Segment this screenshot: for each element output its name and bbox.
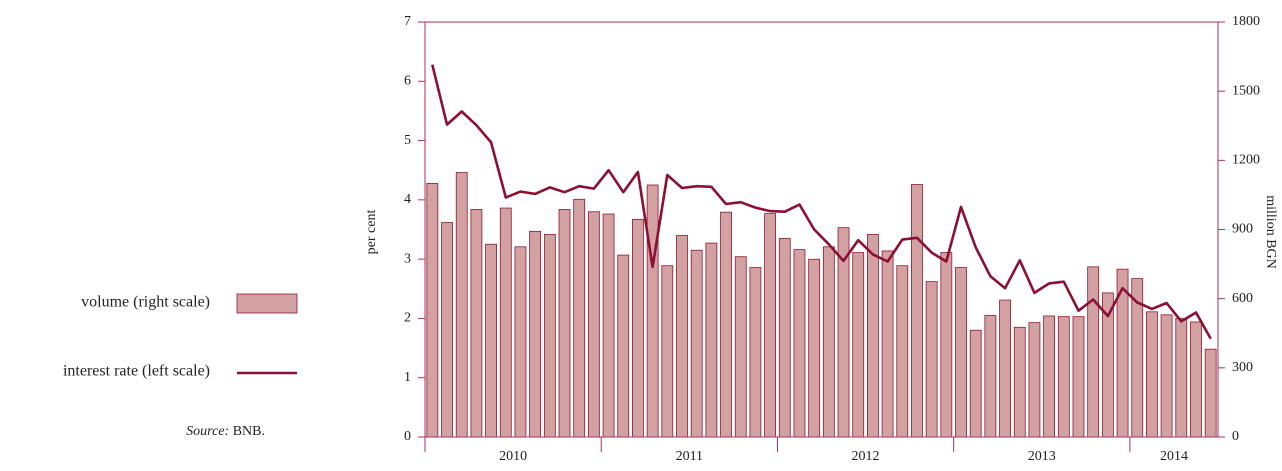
bar xyxy=(969,329,982,438)
bar xyxy=(558,209,571,438)
source-note: Source: BNB. xyxy=(186,424,265,439)
bar xyxy=(984,315,997,438)
legend-swatch xyxy=(236,293,298,314)
line xyxy=(431,64,1212,340)
legend-label: interest rate (left scale) xyxy=(63,363,210,380)
y2-tick-label: 1200 xyxy=(1232,153,1260,168)
bar xyxy=(1160,314,1173,438)
y-tick-label: 0 xyxy=(404,429,411,444)
bar xyxy=(808,258,821,438)
bar xyxy=(1190,321,1202,438)
y2-tick-label: 1800 xyxy=(1232,14,1260,29)
y-tick-label: 5 xyxy=(404,133,411,148)
bar xyxy=(661,265,674,438)
x-group-label: 2013 xyxy=(1028,449,1056,464)
bar xyxy=(940,252,953,438)
y2-tick-label: 0 xyxy=(1232,429,1239,444)
bar xyxy=(778,238,791,438)
bar xyxy=(573,198,586,438)
bar xyxy=(529,230,542,438)
source-text: BNB. xyxy=(233,424,265,439)
bar xyxy=(426,182,439,438)
bar xyxy=(1043,315,1056,438)
bar xyxy=(1057,316,1070,438)
y-tick-label: 7 xyxy=(404,14,411,29)
y-tick-label: 3 xyxy=(404,251,411,266)
y-tick-label: 4 xyxy=(404,192,411,207)
bar xyxy=(617,254,630,438)
bar xyxy=(632,218,644,438)
bar xyxy=(793,249,806,438)
bar xyxy=(1087,266,1100,438)
bar xyxy=(705,242,718,438)
bar xyxy=(514,246,527,438)
bar xyxy=(499,207,512,438)
bar xyxy=(999,299,1011,438)
bar xyxy=(764,213,777,438)
y-tick-label: 1 xyxy=(404,370,411,385)
y-tick-label: 6 xyxy=(404,74,411,89)
y-axis-label: per cent xyxy=(364,210,379,255)
bar xyxy=(485,243,497,438)
y2-tick-label: 600 xyxy=(1232,291,1253,306)
bar xyxy=(911,184,923,438)
bar xyxy=(720,211,732,438)
bar xyxy=(455,172,468,438)
y2-tick-label: 300 xyxy=(1232,360,1253,375)
y-tick-label: 2 xyxy=(404,311,411,326)
bar xyxy=(1072,316,1085,438)
legend-label: volume (right scale) xyxy=(81,294,210,311)
bar xyxy=(441,222,453,438)
bar xyxy=(896,265,909,438)
bar xyxy=(925,281,938,438)
bar xyxy=(646,184,659,438)
y2-axis-label: million BGN xyxy=(1263,195,1278,269)
x-group-label: 2011 xyxy=(676,449,703,464)
bar xyxy=(587,211,600,438)
bar xyxy=(1146,311,1158,438)
y2-tick-label: 1500 xyxy=(1232,83,1260,98)
x-group-label: 2010 xyxy=(499,449,527,464)
bar xyxy=(749,267,762,438)
bar xyxy=(1204,348,1217,438)
bar xyxy=(602,213,615,438)
bar xyxy=(881,250,894,438)
bar xyxy=(955,267,967,438)
bar xyxy=(1013,326,1026,438)
bar xyxy=(690,249,703,438)
bar xyxy=(470,209,483,438)
bar xyxy=(852,252,865,438)
bar xyxy=(734,256,747,438)
bar xyxy=(1175,318,1188,438)
bar xyxy=(543,233,556,438)
source-label: Source: xyxy=(186,424,229,439)
bar xyxy=(676,235,688,438)
x-group-label: 2012 xyxy=(852,449,880,464)
y2-tick-label: 900 xyxy=(1232,222,1253,237)
bar xyxy=(822,246,835,438)
bar xyxy=(1028,322,1041,438)
bar xyxy=(866,233,879,438)
x-group-label: 2014 xyxy=(1160,449,1188,464)
